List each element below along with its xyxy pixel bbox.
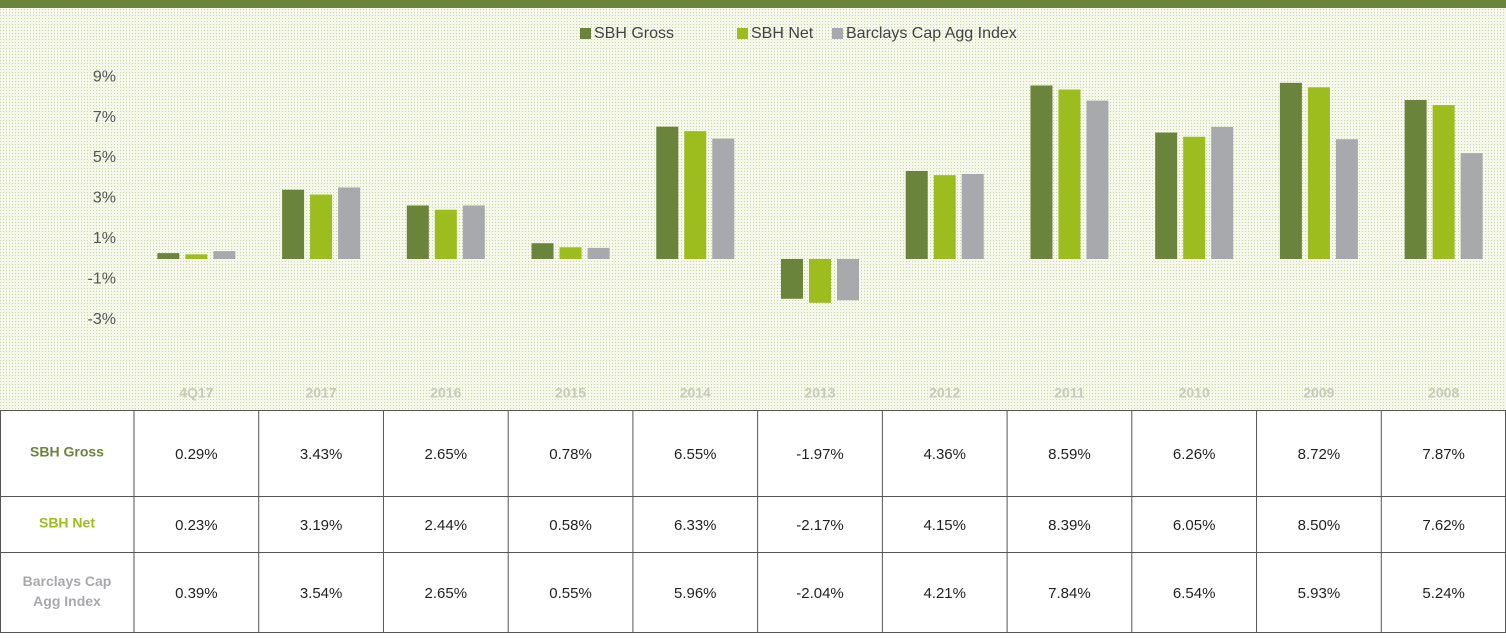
bar [531, 243, 554, 259]
bar [712, 138, 735, 259]
bar [338, 187, 361, 259]
table-cell: 8.59% [1048, 446, 1091, 463]
table-cell: 7.84% [1048, 585, 1091, 602]
bar [462, 205, 485, 259]
bar [1183, 136, 1206, 259]
legend-swatch [737, 28, 748, 39]
x-tick-label: 2009 [1303, 385, 1334, 401]
bar [809, 259, 831, 303]
table-cell: 6.33% [674, 517, 717, 534]
table-cell: 6.05% [1173, 517, 1216, 534]
y-tick-label: 1% [93, 230, 116, 247]
bar [1155, 132, 1178, 259]
x-tick-label: 2008 [1428, 385, 1459, 401]
table-cell: 0.23% [175, 517, 218, 534]
bar [434, 209, 457, 259]
y-tick-label: 9% [93, 68, 116, 85]
x-tick-label: 2014 [680, 385, 711, 401]
table-cell: 3.43% [300, 446, 343, 463]
bar [1432, 105, 1455, 260]
bar [684, 131, 707, 259]
x-tick-label: 2013 [804, 385, 835, 401]
bar [961, 173, 984, 259]
table-cell: 7.62% [1422, 517, 1465, 534]
y-tick-label: 5% [93, 149, 116, 166]
legend-label: SBH Net [751, 25, 814, 42]
x-tick-label: 2012 [929, 385, 960, 401]
table-cell: 2.65% [425, 585, 468, 602]
table-cell: 0.39% [175, 585, 218, 602]
bar [1211, 126, 1234, 259]
bar [1030, 85, 1053, 260]
y-tick-label: 7% [93, 109, 116, 126]
bar [1058, 89, 1081, 259]
bar [157, 253, 180, 259]
table-cell: 4.21% [923, 585, 966, 602]
table-cell: 0.29% [175, 446, 218, 463]
bar [587, 247, 610, 259]
bar [559, 247, 582, 259]
row-header: SBH Net [39, 515, 95, 531]
table-cell: 6.55% [674, 446, 717, 463]
bar [781, 259, 803, 299]
y-tick-label: -1% [88, 270, 116, 287]
bar [406, 205, 429, 259]
x-tick-label: 2011 [1054, 385, 1085, 401]
bar [185, 254, 208, 259]
table-cell: -2.04% [796, 585, 844, 602]
bar [933, 175, 956, 259]
bar [282, 189, 305, 259]
table-cell: 0.78% [549, 446, 592, 463]
legend-swatch [832, 28, 843, 39]
table-cell: 4.36% [923, 446, 966, 463]
table-cell: 8.72% [1298, 446, 1341, 463]
y-tick-label: 3% [93, 190, 116, 207]
table-cell: 0.55% [549, 585, 592, 602]
table-cell: 5.24% [1422, 585, 1465, 602]
bar [837, 259, 859, 301]
table-cell: 3.54% [300, 585, 343, 602]
table-cell: -2.17% [796, 517, 844, 534]
x-tick-label: 2015 [555, 385, 586, 401]
table-cell: 4.15% [923, 517, 966, 534]
table-cell: 2.65% [425, 446, 468, 463]
row-header: Barclays Cap Agg Index [23, 573, 112, 609]
table-cell: 5.93% [1298, 585, 1341, 602]
bar [656, 126, 679, 259]
table-cell: 0.58% [549, 517, 592, 534]
table-cell: 8.50% [1298, 517, 1341, 534]
table-background [0, 410, 1506, 633]
x-tick-label: 2017 [306, 385, 337, 401]
bar [213, 251, 236, 259]
x-tick-label: 2016 [430, 385, 461, 401]
bar [1335, 139, 1358, 259]
table-cell: 8.39% [1048, 517, 1091, 534]
y-tick-label: -3% [88, 311, 116, 328]
bar [1460, 153, 1483, 259]
plot-background [0, 0, 1506, 410]
table-cell: 5.96% [674, 585, 717, 602]
x-tick-label: 4Q17 [179, 385, 213, 401]
legend-swatch [580, 28, 591, 39]
table-cell: -1.97% [796, 446, 844, 463]
bar [1086, 100, 1109, 259]
table-cell: 6.54% [1173, 585, 1216, 602]
table-cell: 3.19% [300, 517, 343, 534]
row-header: SBH Gross [30, 444, 104, 460]
bar [310, 194, 333, 259]
legend-label: Barclays Cap Agg Index [846, 25, 1017, 42]
bar [1404, 100, 1427, 259]
table-cell: 7.87% [1422, 446, 1465, 463]
bar [905, 170, 928, 259]
x-tick-label: 2010 [1179, 385, 1210, 401]
table-cell: 6.26% [1173, 446, 1216, 463]
table-cell: 2.44% [425, 517, 468, 534]
top-bar [0, 0, 1506, 8]
legend-label: SBH Gross [594, 25, 674, 42]
bar [1279, 82, 1302, 259]
bar [1307, 87, 1330, 259]
